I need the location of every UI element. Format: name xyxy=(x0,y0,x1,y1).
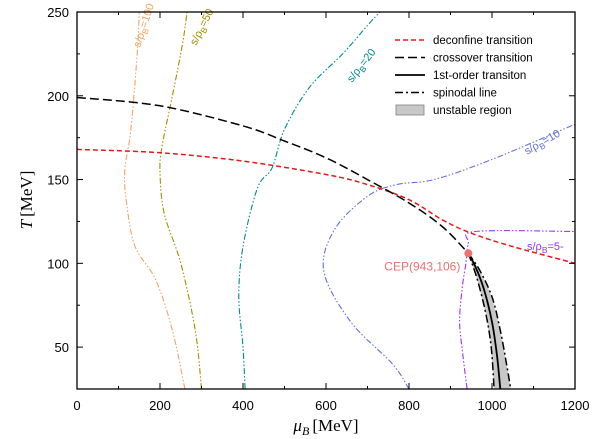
legend: deconfine transition crossover transition… xyxy=(395,35,533,117)
y-axis-title: T[MeV] xyxy=(17,171,36,230)
y-tick-label: 200 xyxy=(47,89,69,104)
legend-swatch-4 xyxy=(395,104,425,116)
legend-label-4: unstable region xyxy=(433,105,512,117)
deconfine-line xyxy=(77,148,575,265)
unstable-region xyxy=(468,253,511,389)
x-tick-label: 1000 xyxy=(478,398,507,413)
first_order-line xyxy=(467,252,502,389)
x-tick-label: 400 xyxy=(232,398,254,413)
x-tick-label: 600 xyxy=(315,398,337,413)
crossover-line xyxy=(77,96,469,254)
isentrope-label-4: s/ρB=5- xyxy=(527,241,564,255)
isentrope-line-0 xyxy=(123,12,186,389)
critical-point-label: CEP(943,106) xyxy=(384,259,460,273)
x-tick-label: 800 xyxy=(398,398,420,413)
legend-label-2: 1st-order transiton xyxy=(433,70,526,82)
axis-ticks: 0 200 400 600 800 1000 1200 50 100 150 200 250 xyxy=(47,5,589,413)
y-tick-label: 50 xyxy=(55,340,69,355)
phase-lines xyxy=(77,96,575,389)
isentrope-label-3: s/ρB=10 xyxy=(523,128,564,160)
isentrope-lines xyxy=(123,12,575,389)
y-tick-label: 250 xyxy=(47,5,69,20)
isentrope-labels: s/ρB=100 s/ρB=50 s/ρB=20 s/ρB=10 s/ρB=5- xyxy=(131,2,564,255)
x-axis-title: μB [MeV] xyxy=(292,416,358,438)
unstable-region-layer xyxy=(468,253,511,389)
isentrope-label-1: s/ρB=50 xyxy=(188,7,218,48)
x-tick-label: 1200 xyxy=(561,398,590,413)
legend-label-1: crossover transition xyxy=(433,53,533,65)
isentrope-label-0: s/ρB=100 xyxy=(131,2,158,49)
critical-point-layer: CEP(943,106) xyxy=(384,249,473,273)
x-tick-label: 200 xyxy=(149,398,171,413)
legend-label-0: deconfine transition xyxy=(433,35,533,47)
y-tick-label: 100 xyxy=(47,256,69,271)
isentrope-line-3 xyxy=(322,123,575,389)
isentrope-line-4 xyxy=(459,230,575,389)
x-tick-label: 0 xyxy=(73,398,80,413)
isentrope-label-2: s/ρB=20 xyxy=(345,47,380,86)
isentrope-line-2 xyxy=(238,12,381,389)
spinodal_left-line xyxy=(467,253,495,389)
spinodal_right-line xyxy=(467,252,512,389)
isentrope-line-1 xyxy=(159,12,203,389)
critical-end-point xyxy=(464,249,473,258)
legend-label-3: spinodal line xyxy=(433,88,497,100)
y-tick-label: 150 xyxy=(47,173,69,188)
